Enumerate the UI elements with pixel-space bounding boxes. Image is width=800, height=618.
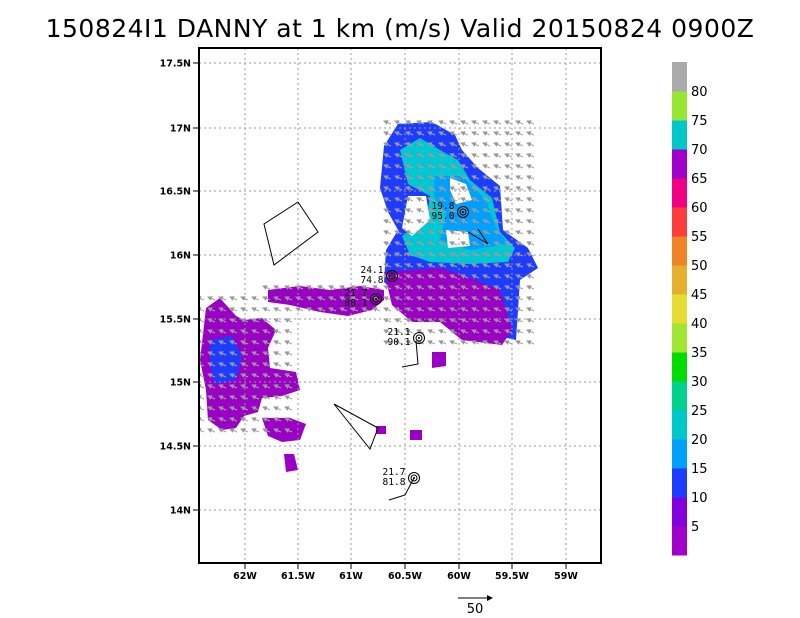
colorbar-label: 35	[691, 346, 708, 361]
colorbar-swatch	[672, 439, 687, 469]
shading-region	[432, 352, 446, 368]
colorbar-label: 60	[691, 201, 708, 216]
station-marker	[370, 293, 382, 305]
lon-tick-label: 59W	[554, 571, 578, 582]
colorbar-label: 65	[691, 172, 708, 187]
colorbar-swatch	[672, 149, 687, 179]
colorbar-swatch	[672, 352, 687, 382]
wind-vectors	[199, 120, 535, 433]
lon-tick-label: 62W	[233, 571, 257, 582]
lon-tick-label: 60.5W	[388, 571, 422, 582]
lat-tick-label: 14N	[170, 506, 191, 517]
colorbar-swatch	[672, 62, 687, 92]
station-speed-label: 19.8	[432, 201, 455, 212]
colorbar-swatch	[672, 497, 687, 527]
flight-tracks	[263, 201, 489, 501]
shading-region	[410, 430, 422, 440]
colorbar-label: 75	[691, 114, 708, 129]
colorbar: 5 10 15 20 25 30 35 40 45 50 55 60 65 70 75 80	[672, 62, 708, 556]
station-value-label: 81.8	[383, 477, 406, 488]
colorbar-label: 5	[691, 520, 699, 535]
station-speed-label: 21.7	[345, 288, 368, 299]
colorbar-label: 40	[691, 317, 708, 332]
wind-speed-shading	[200, 122, 538, 472]
colorbar-swatch	[672, 178, 687, 208]
lat-tick-label: 16.5N	[160, 187, 191, 198]
map-title: 150824I1 DANNY at 1 km (m/s) Valid 20150…	[45, 14, 755, 43]
lat-tick-label: 17N	[170, 124, 191, 135]
colorbar-swatch	[672, 526, 687, 556]
station-marker	[386, 270, 398, 282]
colorbar-label: 15	[691, 462, 708, 477]
colorbar-swatch	[672, 207, 687, 237]
shading-region	[284, 454, 298, 472]
lon-tick-label: 59.5W	[495, 571, 529, 582]
no-data-gap	[402, 196, 430, 236]
axis-ticks: 62W 61.5W 61W 60.5W 60W 59.5W 59W 17.5N 17N 16.5N…	[160, 59, 579, 583]
station-marker	[408, 472, 420, 484]
lon-tick-label: 61.5W	[281, 571, 315, 582]
colorbar-swatch	[672, 265, 687, 295]
colorbar-label: 10	[691, 491, 708, 506]
lat-tick-label: 14.5N	[160, 442, 191, 453]
colorbar-swatch	[672, 323, 687, 353]
colorbar-swatch	[672, 381, 687, 411]
station-speed-label: 24.1	[361, 265, 384, 276]
reference-vector-label: 50	[467, 602, 484, 617]
no-data-gap	[446, 230, 470, 248]
station-value-label: 95.0	[432, 211, 455, 222]
lon-tick-label: 60W	[447, 571, 471, 582]
colorbar-swatch	[672, 91, 687, 121]
station-marker	[413, 332, 425, 344]
lat-tick-label: 16N	[170, 251, 191, 262]
colorbar-swatch	[672, 294, 687, 324]
lat-tick-label: 17.5N	[160, 59, 191, 70]
colorbar-label: 45	[691, 288, 708, 303]
colorbar-label: 30	[691, 375, 708, 390]
colorbar-label: 70	[691, 143, 708, 158]
station-speed-label: 21.7	[383, 467, 406, 478]
dropsonde-stations: 19.895.024.174.821.788.121.190.121.781.8	[345, 201, 469, 488]
colorbar-label: 50	[691, 259, 708, 274]
colorbar-label: 55	[691, 230, 708, 245]
station-speed-label: 21.1	[388, 327, 411, 338]
colorbar-swatch	[672, 468, 687, 498]
colorbar-label: 20	[691, 433, 708, 448]
colorbar-swatch	[672, 120, 687, 150]
colorbar-label: 25	[691, 404, 708, 419]
station-value-label: 74.8	[361, 275, 384, 286]
station-value-label: 88.1	[345, 298, 368, 309]
plot-frame	[198, 47, 602, 564]
station-value-label: 90.1	[388, 337, 411, 348]
shading-region	[384, 268, 512, 345]
lat-tick-label: 15N	[170, 378, 191, 389]
grid-lines	[199, 48, 601, 563]
colorbar-swatch	[672, 236, 687, 266]
shading-region	[262, 418, 306, 442]
lon-tick-label: 61W	[339, 571, 363, 582]
shading-region	[210, 336, 242, 384]
colorbar-swatch	[672, 410, 687, 440]
reference-vector: 50	[458, 595, 493, 617]
lat-tick-label: 15.5N	[160, 315, 191, 326]
station-marker	[457, 206, 469, 218]
colorbar-label: 80	[691, 85, 708, 100]
